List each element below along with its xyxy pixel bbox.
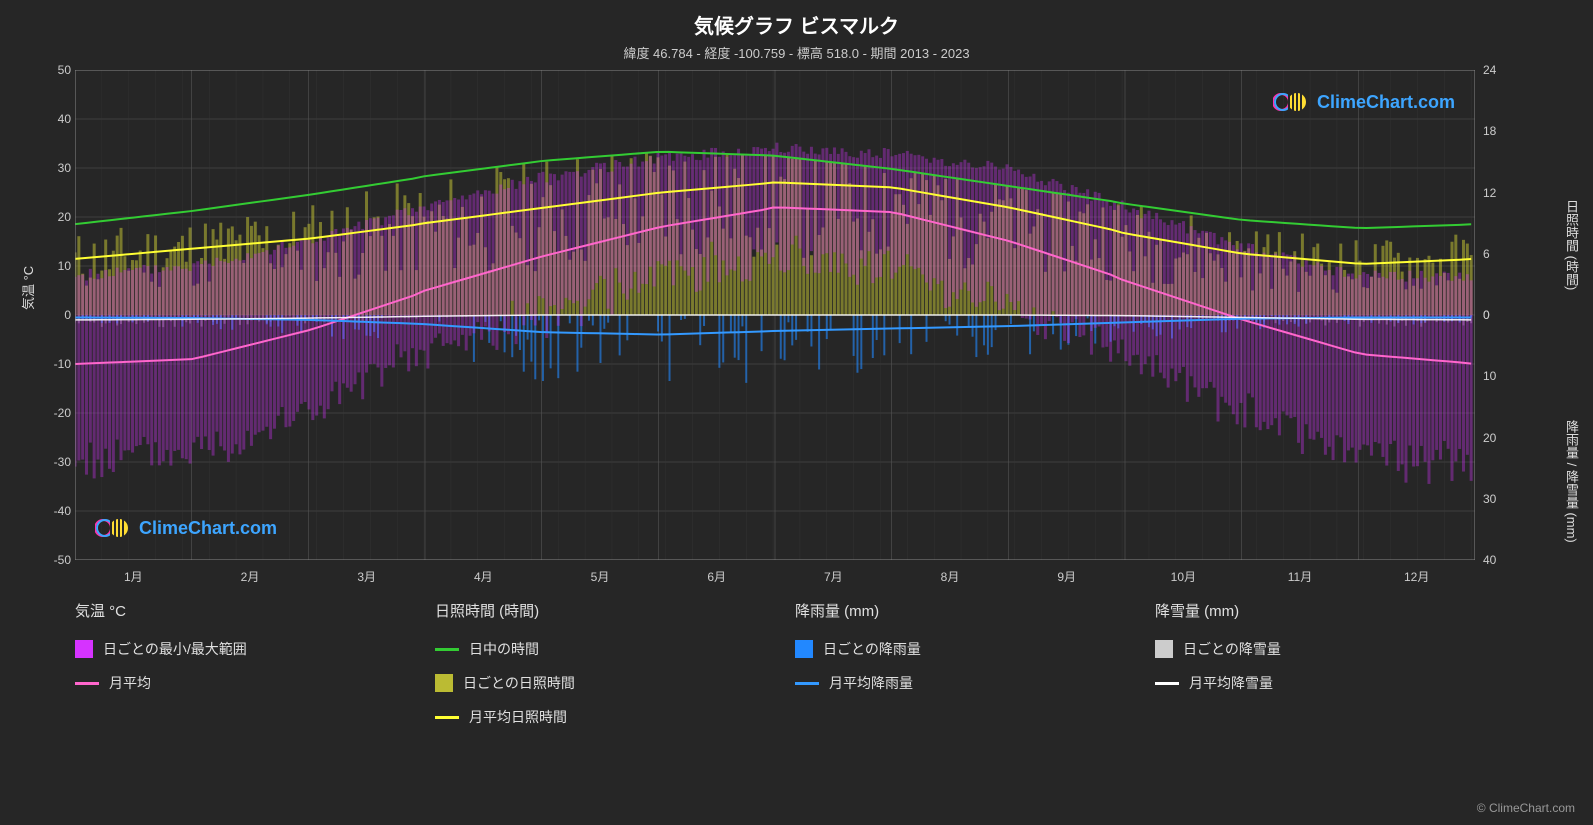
chart-title: 気候グラフ ビスマルク <box>0 0 1593 39</box>
x-month-tick: 3月 <box>347 568 387 585</box>
legend-item: 日ごとの最小/最大範囲 <box>75 639 395 659</box>
legend-item: 月平均日照時間 <box>435 707 755 727</box>
legend-item: 日ごとの降雨量 <box>795 639 1115 659</box>
watermark-logo-icon <box>1273 90 1309 114</box>
watermark-text: ClimeChart.com <box>139 518 277 539</box>
legend-col-snow: 降雪量 (mm) 日ごとの降雪量月平均降雪量 <box>1155 600 1475 727</box>
x-month-tick: 12月 <box>1397 568 1437 585</box>
legend-header: 降雪量 (mm) <box>1155 600 1475 621</box>
legend-label: 日ごとの降雪量 <box>1183 639 1281 659</box>
legend-swatch-icon <box>1155 640 1173 658</box>
legend-item: 日中の時間 <box>435 639 755 659</box>
y-right-sun-tick: 24 <box>1483 63 1496 77</box>
y-right-precip-tick: 10 <box>1483 369 1496 383</box>
watermark-top: ClimeChart.com <box>1273 90 1455 114</box>
y-left-tick: -40 <box>45 504 71 518</box>
legend-item: 日ごとの降雪量 <box>1155 639 1475 659</box>
y-right-sun-tick: 6 <box>1483 247 1490 261</box>
y-axis-right-label-sunshine: 日照時間 (時間) <box>1562 200 1581 290</box>
legend-line-icon <box>75 682 99 685</box>
y-left-tick: 30 <box>45 161 71 175</box>
legend-swatch-icon <box>75 640 93 658</box>
y-left-tick: 40 <box>45 112 71 126</box>
y-right-precip-tick: 20 <box>1483 431 1496 445</box>
legend-label: 日ごとの日照時間 <box>463 673 575 693</box>
y-axis-left-label: 気温 °C <box>18 266 37 310</box>
x-month-tick: 9月 <box>1047 568 1087 585</box>
watermark-bottom: ClimeChart.com <box>95 516 277 540</box>
x-month-tick: 6月 <box>697 568 737 585</box>
legend-line-icon <box>435 648 459 651</box>
legend-col-sunshine: 日照時間 (時間) 日中の時間日ごとの日照時間月平均日照時間 <box>435 600 755 727</box>
legend-item: 日ごとの日照時間 <box>435 673 755 693</box>
x-month-tick: 1月 <box>113 568 153 585</box>
legend-label: 月平均降雨量 <box>829 673 913 693</box>
x-month-tick: 7月 <box>813 568 853 585</box>
chart-plot-area: ClimeChart.com ClimeChart.com <box>75 70 1475 560</box>
y-right-sun-tick: 18 <box>1483 124 1496 138</box>
x-month-tick: 10月 <box>1163 568 1203 585</box>
legend-item: 月平均 <box>75 673 395 693</box>
x-month-tick: 5月 <box>580 568 620 585</box>
legend-label: 日ごとの降雨量 <box>823 639 921 659</box>
y-right-precip-tick: 30 <box>1483 492 1496 506</box>
x-month-tick: 11月 <box>1280 568 1320 585</box>
y-left-tick: -10 <box>45 357 71 371</box>
legend-label: 月平均 <box>109 673 151 693</box>
legend-item: 月平均降雪量 <box>1155 673 1475 693</box>
legend-swatch-icon <box>795 640 813 658</box>
y-left-tick: -30 <box>45 455 71 469</box>
y-left-tick: 20 <box>45 210 71 224</box>
chart-subtitle: 緯度 46.784 - 経度 -100.759 - 標高 518.0 - 期間 … <box>0 43 1593 62</box>
legend-header: 降雨量 (mm) <box>795 600 1115 621</box>
y-left-tick: 50 <box>45 63 71 77</box>
attribution: © ClimeChart.com <box>1477 801 1575 815</box>
y-right-precip-tick: 40 <box>1483 553 1496 567</box>
y-left-tick: 10 <box>45 259 71 273</box>
legend-line-icon <box>795 682 819 685</box>
legend-header: 日照時間 (時間) <box>435 600 755 621</box>
legend-label: 日ごとの最小/最大範囲 <box>103 639 247 659</box>
y-axis-right-label-precip: 降雨量 / 降雪量 (mm) <box>1562 420 1581 543</box>
watermark-text: ClimeChart.com <box>1317 92 1455 113</box>
y-right-sun-tick: 12 <box>1483 186 1496 200</box>
legend-line-icon <box>1155 682 1179 685</box>
legend-swatch-icon <box>435 674 453 692</box>
watermark-logo-icon <box>95 516 131 540</box>
y-left-tick: -20 <box>45 406 71 420</box>
legend-label: 月平均日照時間 <box>469 707 567 727</box>
legend-col-temp: 気温 °C 日ごとの最小/最大範囲月平均 <box>75 600 395 727</box>
legend-item: 月平均降雨量 <box>795 673 1115 693</box>
y-left-tick: -50 <box>45 553 71 567</box>
legend-label: 月平均降雪量 <box>1189 673 1273 693</box>
x-month-tick: 8月 <box>930 568 970 585</box>
legend-label: 日中の時間 <box>469 639 539 659</box>
chart-svg <box>75 70 1475 560</box>
legend: 気温 °C 日ごとの最小/最大範囲月平均 日照時間 (時間) 日中の時間日ごとの… <box>75 600 1475 727</box>
legend-line-icon <box>435 716 459 719</box>
x-month-tick: 4月 <box>463 568 503 585</box>
x-month-tick: 2月 <box>230 568 270 585</box>
legend-header: 気温 °C <box>75 600 395 621</box>
legend-col-rain: 降雨量 (mm) 日ごとの降雨量月平均降雨量 <box>795 600 1115 727</box>
y-right-precip-tick: 0 <box>1483 308 1490 322</box>
y-left-tick: 0 <box>45 308 71 322</box>
